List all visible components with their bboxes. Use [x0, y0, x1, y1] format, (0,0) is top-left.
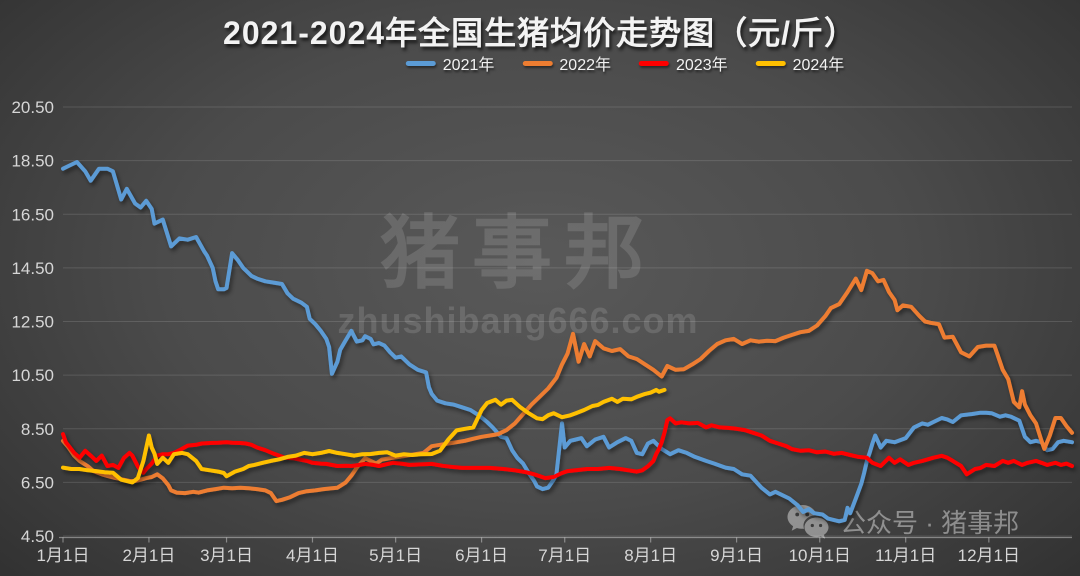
y-tick-label: 10.50 — [11, 366, 54, 385]
x-tick-label: 3月1日 — [200, 546, 253, 565]
y-tick-label: 14.50 — [11, 259, 54, 278]
watermark-site-text: zhushibang666.com — [337, 300, 699, 341]
series-layer — [61, 160, 1074, 524]
legend-item-2021年: 2021年 — [405, 51, 495, 75]
x-tick-label: 5月1日 — [369, 546, 422, 565]
series-line-2022年 — [61, 268, 1074, 504]
y-tick-label: 16.50 — [11, 205, 54, 224]
series-line-2021年 — [61, 160, 1074, 524]
legend-item-2022年: 2022年 — [522, 51, 611, 75]
y-tick-label: 6.50 — [21, 473, 54, 492]
legend-label: 2024年 — [792, 57, 845, 74]
legend-item-2024年: 2024年 — [755, 51, 845, 75]
footer-watermark-label: 公众号 · 猪事邦 — [840, 508, 1020, 538]
y-tick-label: 4.50 — [21, 527, 54, 546]
watermark-brand-text: 猪事邦 — [379, 209, 656, 298]
legend-label: 2021年 — [442, 57, 495, 74]
x-tick-label: 12月1日 — [958, 546, 1020, 565]
legend: 2021年 2022年 2023年 2024年 — [405, 51, 845, 75]
footer-watermark: 公众号 · 猪事邦 — [786, 503, 1019, 540]
chart-title: 2021-2024年全国生猪均价走势图（元/斤） — [223, 15, 857, 51]
x-tick-label: 10月1日 — [789, 546, 851, 565]
x-tick-label: 6月1日 — [455, 546, 508, 565]
y-tick-label: 12.50 — [11, 313, 54, 332]
x-tick-label: 2月1日 — [122, 546, 175, 565]
grid-layer — [63, 106, 1072, 537]
legend-marker-icon — [755, 60, 786, 66]
legend-item-2023年: 2023年 — [639, 51, 728, 75]
legend-label: 2023年 — [676, 57, 728, 74]
center-watermark: 猪事邦 zhushibang666.com — [337, 212, 698, 342]
x-tick-label: 7月1日 — [538, 546, 591, 565]
legend-marker-icon — [405, 60, 436, 66]
x-tick-label: 4月1日 — [286, 546, 339, 565]
x-tick-label: 1月1日 — [37, 546, 90, 565]
x-tick-label: 9月1日 — [710, 546, 763, 565]
x-tick-label: 11月1日 — [875, 546, 936, 565]
y-tick-label: 20.50 — [11, 98, 54, 117]
legend-marker-icon — [522, 60, 553, 66]
series-line-2023年 — [61, 416, 1074, 481]
axis-layer: 20.50 18.50 16.50 14.50 12.50 10.50 8.50 6.50 4.… — [11, 98, 1072, 565]
legend-marker-icon — [639, 60, 669, 66]
series-line-2024年 — [61, 387, 667, 485]
y-tick-label: 8.50 — [21, 420, 54, 439]
x-tick-label: 8月1日 — [624, 546, 677, 565]
y-tick-label: 18.50 — [11, 152, 54, 171]
legend-label: 2022年 — [559, 57, 611, 74]
